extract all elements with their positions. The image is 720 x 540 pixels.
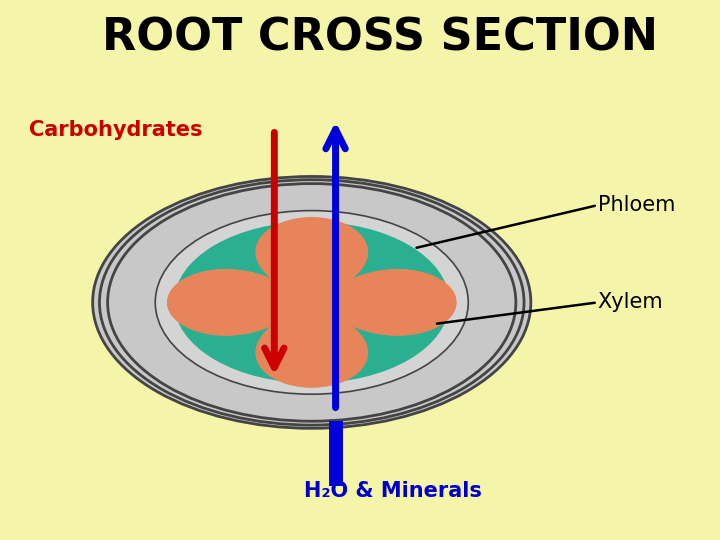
Ellipse shape [99,180,524,425]
Ellipse shape [93,177,531,428]
Ellipse shape [261,228,363,263]
Text: Carbohydrates: Carbohydrates [30,119,203,140]
Ellipse shape [156,211,468,394]
Ellipse shape [107,184,516,421]
Ellipse shape [174,221,449,383]
Polygon shape [168,218,456,387]
Text: H₂O & Minerals: H₂O & Minerals [305,481,482,502]
Text: Xylem: Xylem [598,292,663,313]
Ellipse shape [402,277,446,328]
Polygon shape [168,218,456,387]
Ellipse shape [261,342,363,377]
Text: ROOT CROSS SECTION: ROOT CROSS SECTION [102,16,658,59]
Ellipse shape [177,277,221,328]
Text: Phloem: Phloem [598,195,675,215]
